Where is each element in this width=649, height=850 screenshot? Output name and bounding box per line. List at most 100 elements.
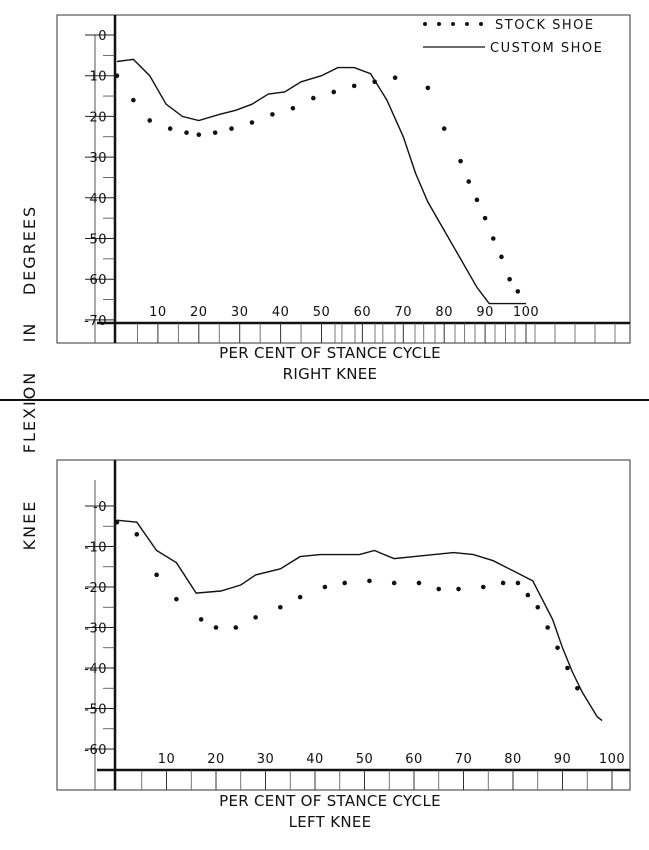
right-knee-x-tick-label: 50 bbox=[313, 305, 331, 320]
left-knee-x-tick-label: 20 bbox=[207, 752, 225, 767]
left-knee-x-tick-label: 100 bbox=[599, 752, 625, 767]
right-knee-stock-shoe-point bbox=[352, 84, 357, 89]
left-knee-stock-shoe-point bbox=[323, 585, 328, 590]
left-knee-stock-shoe-point bbox=[436, 587, 441, 592]
y-axis-label-word-3: IN bbox=[20, 322, 39, 343]
left-knee-stock-shoe-point bbox=[174, 597, 179, 602]
right-knee-stock-shoe-point bbox=[147, 118, 152, 123]
left-knee-stock-shoe-point bbox=[278, 605, 283, 610]
right-knee-stock-shoe-point bbox=[507, 277, 512, 282]
legend-stock-shoe: STOCK SHOE bbox=[495, 18, 595, 33]
right-knee-x-tick-label: 40 bbox=[272, 305, 290, 320]
right-knee-stock-shoe-point bbox=[250, 120, 255, 125]
left-knee-stock-shoe-point bbox=[565, 666, 570, 671]
right-knee-stock-shoe-point bbox=[442, 126, 447, 131]
left-knee-x-tick-label: 60 bbox=[405, 752, 423, 767]
y-axis-label-word-2: FLEXION bbox=[20, 371, 39, 453]
right-knee-stock-shoe-point bbox=[197, 132, 202, 137]
right-knee-stock-shoe-point bbox=[491, 236, 496, 241]
left-knee-stock-shoe-point bbox=[417, 581, 422, 586]
left-knee-frame bbox=[57, 460, 630, 790]
left-knee-stock-shoe-point bbox=[481, 585, 486, 590]
legend-dots-marker bbox=[423, 22, 483, 26]
right-knee-x-axis-label: PER CENT OF STANCE CYCLE bbox=[219, 344, 441, 362]
right-knee-y-tick-label: 40 bbox=[89, 192, 107, 207]
left-knee-stock-shoe-point bbox=[253, 615, 258, 620]
right-knee-stock-shoe-point bbox=[131, 98, 136, 103]
right-knee-x-tick-label: 70 bbox=[395, 305, 413, 320]
left-knee-y-tick-label: -50 bbox=[84, 703, 107, 718]
left-knee-y-tick-label: -30 bbox=[84, 622, 107, 637]
left-knee-title: LEFT KNEE bbox=[289, 813, 372, 831]
y-axis-label-word-4: DEGREES bbox=[20, 205, 39, 295]
right-knee-stock-shoe-point bbox=[393, 75, 398, 80]
left-knee-stock-shoe-point bbox=[154, 573, 159, 578]
right-knee-title: RIGHT KNEE bbox=[283, 365, 378, 383]
left-knee-panel: -0 -10 -20 -30 -40 -50 -60 10 20 30 40 50 60 70 80 90 10… bbox=[57, 460, 630, 831]
right-knee-x-tick-label: 60 bbox=[354, 305, 372, 320]
left-knee-y-tick-label: -60 bbox=[84, 743, 107, 758]
left-knee-stock-shoe-point bbox=[501, 581, 506, 586]
right-knee-stock-shoe-point bbox=[291, 106, 296, 111]
right-knee-y-tick-label: 10 bbox=[89, 70, 107, 85]
y-axis-label-word-1: KNEE bbox=[20, 500, 39, 551]
right-knee-x-tick-label: 90 bbox=[476, 305, 494, 320]
right-knee-stock-shoe-point bbox=[270, 112, 275, 117]
left-knee-x-tick-label: 80 bbox=[504, 752, 522, 767]
legend-custom-shoe: CUSTOM SHOE bbox=[490, 41, 603, 56]
right-knee-stock-shoe-point bbox=[311, 96, 316, 101]
left-knee-stock-shoe-point bbox=[199, 617, 204, 622]
right-knee-stock-shoe-point bbox=[516, 289, 521, 294]
left-knee-y-tick-label: -40 bbox=[84, 662, 107, 677]
right-knee-custom-shoe-line bbox=[117, 59, 526, 303]
right-knee-x-tick-label: 100 bbox=[513, 305, 539, 320]
left-knee-stock-shoe-point bbox=[526, 593, 531, 598]
right-knee-stock-shoe-point bbox=[213, 130, 218, 135]
left-knee-stock-shoe-point bbox=[535, 605, 540, 610]
right-knee-x-tick-label: 80 bbox=[435, 305, 453, 320]
left-knee-stock-shoe-point bbox=[342, 581, 347, 586]
left-knee-stock-shoe-point bbox=[545, 625, 550, 630]
left-knee-y-tick-label: -0 bbox=[93, 500, 107, 515]
right-knee-stock-shoe-point bbox=[229, 126, 234, 131]
right-knee-x-tick-label: 10 bbox=[149, 305, 167, 320]
left-knee-stock-shoe-point bbox=[516, 581, 521, 586]
y-axis-label: KNEE FLEXION IN DEGREES bbox=[20, 205, 39, 551]
right-knee-stock-shoe-point bbox=[466, 179, 471, 184]
right-knee-x-tick-label: 20 bbox=[190, 305, 208, 320]
left-knee-y-tick-label: -20 bbox=[84, 581, 107, 596]
right-knee-y-tick-label: 20 bbox=[89, 110, 107, 125]
legend: STOCK SHOE CUSTOM SHOE bbox=[423, 18, 603, 56]
right-knee-stock-shoe-point bbox=[168, 126, 173, 131]
left-knee-stock-shoe-point bbox=[135, 532, 140, 537]
right-knee-stock-shoe-point bbox=[331, 90, 336, 95]
left-knee-stock-shoe-point bbox=[234, 625, 239, 630]
right-knee-stock-shoe-point bbox=[115, 73, 120, 78]
right-knee-y-tick-label: 30 bbox=[89, 151, 107, 166]
right-knee-stock-shoe-point bbox=[475, 198, 480, 203]
left-knee-stock-shoe-point bbox=[456, 587, 461, 592]
left-knee-x-tick-label: 10 bbox=[158, 752, 176, 767]
right-knee-stock-shoe-point bbox=[426, 86, 431, 91]
right-knee-y-tick-label: 50 bbox=[89, 233, 107, 248]
left-knee-x-axis-label: PER CENT OF STANCE CYCLE bbox=[219, 792, 441, 810]
right-knee-x-tick-label: 30 bbox=[231, 305, 249, 320]
right-knee-panel: 0 10 20 30 40 50 60 -70 10 20 30 40 50 60 70 80 90 100 PER… bbox=[57, 15, 630, 383]
left-knee-x-tick-label: 50 bbox=[356, 752, 374, 767]
left-knee-stock-shoe-point bbox=[214, 625, 219, 630]
right-knee-y-tick-label: 0 bbox=[98, 29, 107, 44]
left-knee-stock-shoe-point bbox=[367, 579, 372, 584]
left-knee-x-tick-label: 30 bbox=[257, 752, 275, 767]
left-knee-x-tick-label: 90 bbox=[554, 752, 572, 767]
left-knee-stock-shoe-point bbox=[392, 581, 397, 586]
right-knee-y-tick-label: -70 bbox=[84, 314, 107, 329]
right-knee-stock-shoe-point bbox=[458, 159, 463, 164]
left-knee-x-tick-label: 70 bbox=[455, 752, 473, 767]
right-knee-stock-shoe-point bbox=[184, 130, 189, 135]
left-knee-stock-shoe-point bbox=[298, 595, 303, 600]
left-knee-x-tick-label: 40 bbox=[306, 752, 324, 767]
left-knee-y-tick-label: -10 bbox=[84, 541, 107, 556]
right-knee-frame bbox=[57, 15, 630, 343]
right-knee-y-tick-label: 60 bbox=[89, 273, 107, 288]
right-knee-stock-shoe-point bbox=[483, 216, 488, 221]
